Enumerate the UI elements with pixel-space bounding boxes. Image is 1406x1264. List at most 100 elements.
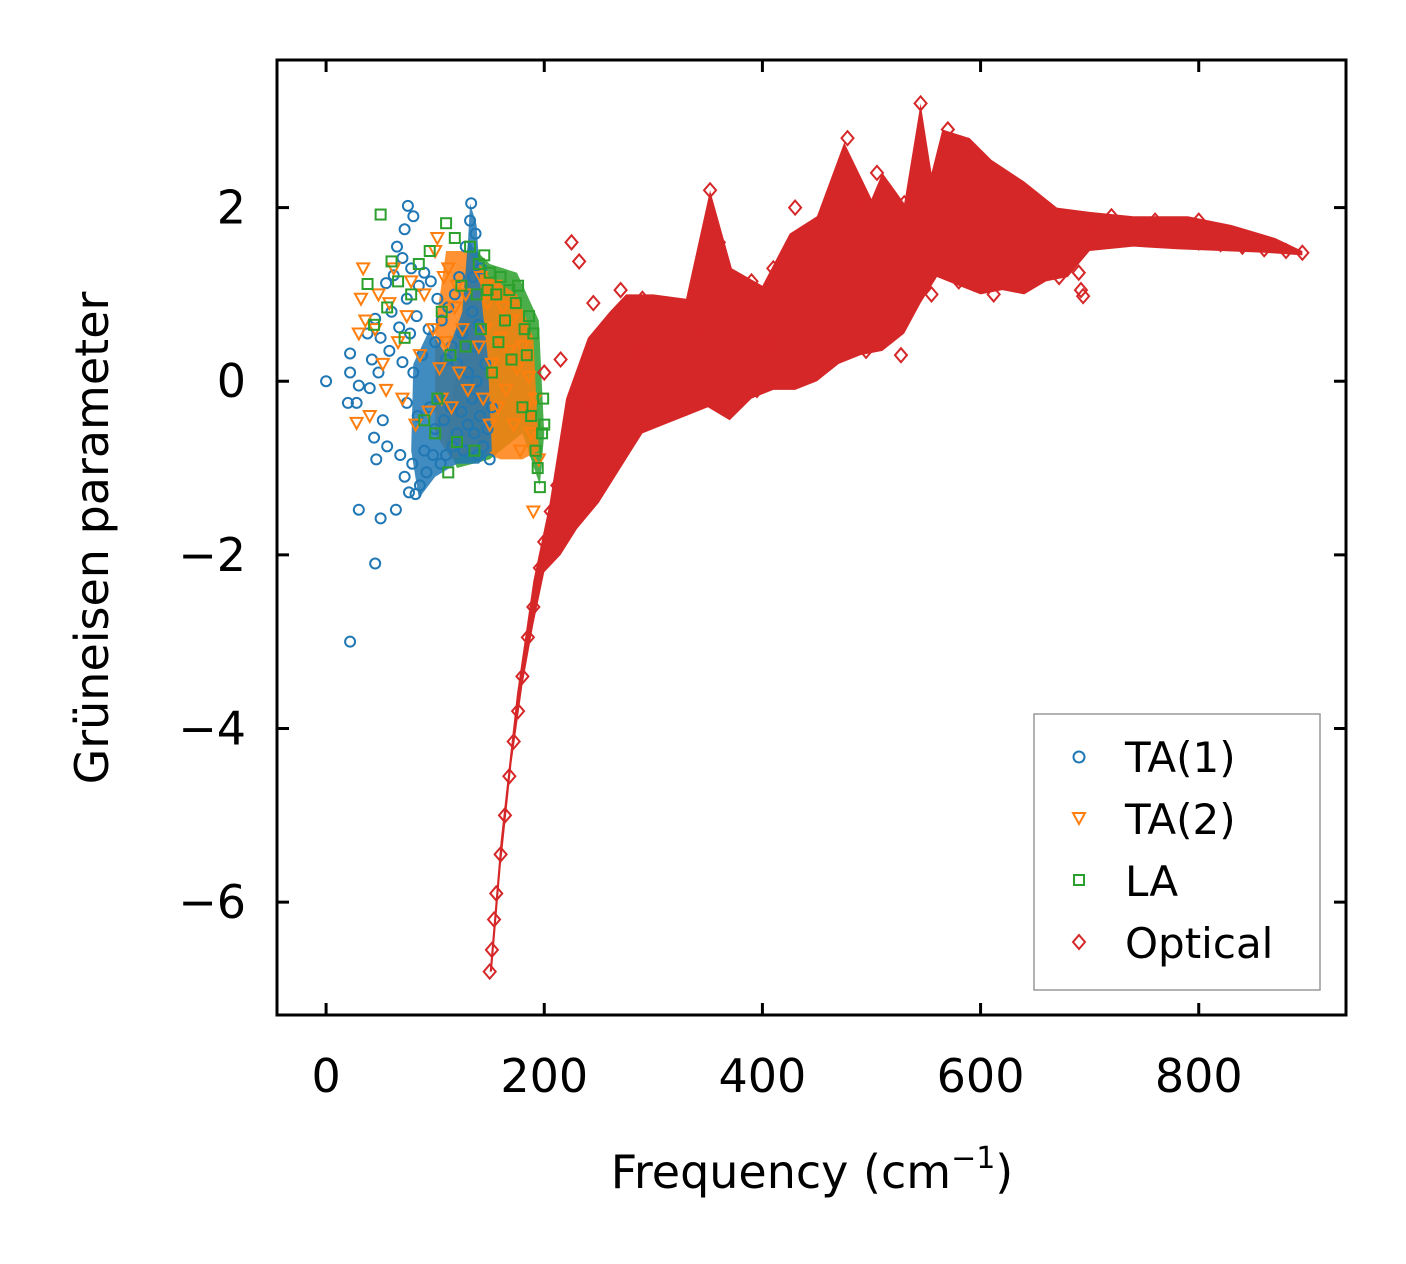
la-point (474, 323, 487, 336)
optical-point (1191, 233, 1207, 251)
la-point (529, 444, 542, 457)
ta1-point (374, 331, 387, 344)
la-point (536, 427, 549, 440)
optical-point (929, 199, 945, 217)
ta1-point (483, 453, 496, 466)
la-point (412, 258, 425, 271)
la-point (440, 217, 453, 230)
ta1-point (396, 356, 409, 369)
la-point (537, 392, 550, 405)
la-point (381, 301, 394, 314)
la-point (423, 245, 436, 257)
la-point (509, 297, 522, 310)
la-point (442, 466, 455, 479)
optical-point (532, 559, 548, 577)
la-point (498, 314, 511, 327)
legend-marker-optical (1071, 933, 1087, 951)
optical-point (1016, 181, 1032, 199)
ta1-point (344, 347, 357, 360)
la-point (435, 305, 448, 318)
ta1-point (468, 427, 481, 440)
optical-point (847, 303, 863, 321)
la-point (374, 208, 387, 221)
la-point (520, 349, 533, 362)
ta2-point (484, 357, 500, 372)
ta1-point (450, 357, 463, 370)
optical-point (502, 767, 517, 785)
x-tick-label: 400 (719, 1049, 807, 1103)
ta1-point (435, 314, 448, 327)
ta2-point (443, 401, 460, 416)
la-point (468, 444, 481, 457)
optical-point (635, 290, 650, 308)
ta1-point (402, 486, 415, 499)
ta1-point (434, 457, 447, 470)
la-point (522, 310, 535, 323)
ta1-point (470, 375, 483, 388)
ta2-point (460, 383, 476, 398)
ta1-point (344, 366, 357, 379)
ta2-point (412, 349, 428, 364)
optical-point (607, 355, 623, 373)
ta2-point (498, 383, 514, 398)
ta1-point (380, 277, 393, 290)
ta2-point (479, 297, 496, 312)
ta1-point (461, 418, 474, 431)
optical-point (760, 337, 776, 356)
ta1-point (401, 199, 414, 212)
optical-point (1104, 229, 1119, 247)
ta1-point (450, 427, 463, 440)
plot-frame (275, 58, 1348, 1017)
optical-point (1082, 226, 1097, 244)
optical-point (744, 272, 759, 290)
ta2-point (447, 301, 463, 316)
ta1-point (410, 310, 423, 323)
optical-point (738, 355, 754, 373)
optical-point (1256, 240, 1272, 258)
x-tick-label: 0 (311, 1049, 340, 1103)
ta2-point (531, 453, 547, 468)
optical-point (766, 259, 781, 277)
ta2-point (431, 362, 448, 377)
optical-point (558, 450, 574, 468)
optical-point (1169, 232, 1185, 250)
y-tick-label: −6 (178, 875, 246, 929)
ta1-point (424, 275, 437, 288)
la-point (492, 336, 505, 349)
optical-point (787, 238, 803, 256)
ta1-point (389, 503, 402, 516)
optical-point (689, 294, 705, 312)
la-point (516, 401, 529, 414)
ta2-point (425, 323, 441, 338)
la-point (464, 240, 477, 253)
ta2-point (525, 505, 542, 520)
ta1-point (383, 344, 396, 357)
ta1-point (320, 375, 333, 388)
ta1-point (407, 210, 420, 223)
la-point (505, 353, 518, 366)
la-point (485, 366, 498, 379)
ta1-point (368, 431, 381, 444)
optical-point (815, 346, 830, 364)
optical-point (695, 329, 710, 347)
optical-point (591, 377, 607, 395)
optical-band (489, 103, 1303, 972)
optical-point (880, 320, 896, 338)
optical-point (913, 94, 928, 112)
optical-point (580, 398, 596, 416)
optical-point (787, 199, 803, 217)
y-tick-label: 2 (217, 181, 246, 235)
optical-point (1082, 229, 1097, 247)
ta2-point (454, 323, 471, 338)
la-point (490, 288, 503, 301)
legend-label-optical: Optical (1125, 919, 1273, 968)
optical-point (484, 941, 500, 959)
ta1-point (370, 453, 383, 466)
ta1-point (352, 379, 365, 392)
optical-point (1295, 244, 1310, 262)
optical-point (1191, 212, 1207, 230)
la-point (512, 279, 525, 292)
ta2-point (375, 357, 391, 372)
optical-point (924, 285, 939, 303)
optical-point (967, 259, 983, 277)
